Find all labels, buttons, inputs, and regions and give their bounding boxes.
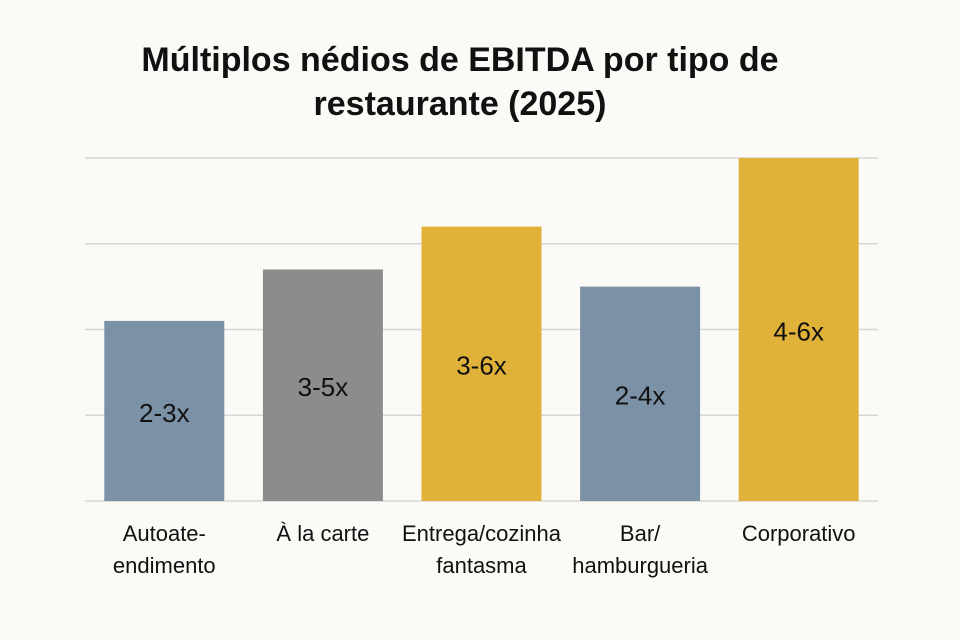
bar — [262, 269, 383, 501]
x-tick-label: À la carte — [276, 521, 370, 546]
value-label: 2-4x — [615, 381, 666, 411]
bar — [421, 226, 542, 501]
value-label: 3-5x — [298, 372, 349, 402]
x-tick-label: Corporativo — [741, 521, 856, 546]
bar — [580, 286, 701, 501]
value-label: 2-3x — [139, 398, 190, 428]
value-label: 4-6x — [773, 316, 824, 346]
chart-title: Múltiplos nédios de EBITDA por tipo de r… — [141, 41, 779, 123]
bar — [104, 320, 225, 501]
value-label: 3-6x — [456, 351, 507, 381]
x-tick-label: Entrega/cozinha fantasma — [402, 521, 561, 578]
x-tick-label: Bar/ hamburgueria — [572, 521, 708, 578]
bar — [738, 158, 859, 501]
x-tick-label: Autoate- endimento — [112, 521, 216, 578]
